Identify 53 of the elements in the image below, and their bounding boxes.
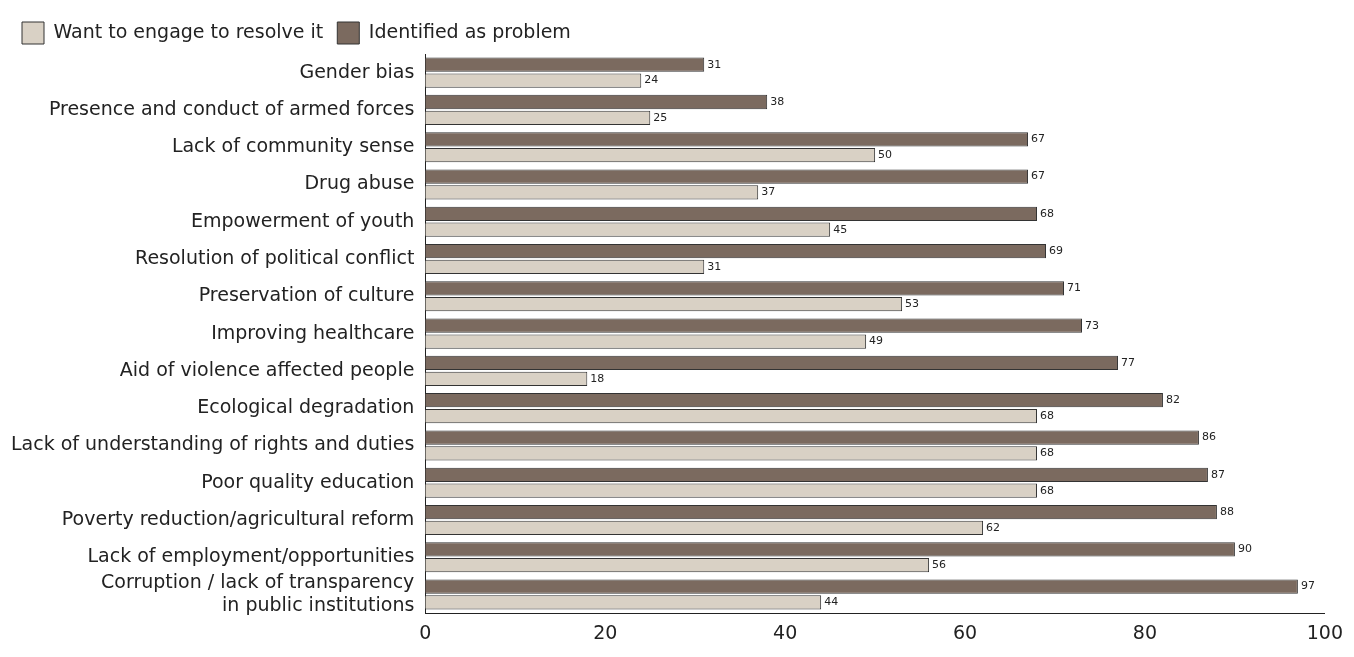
data-label: 62 — [986, 520, 1001, 534]
y-tick-label: Lack of employment/opportunities — [87, 544, 415, 567]
data-label: 31 — [707, 57, 722, 71]
data-label: 49 — [869, 334, 884, 348]
data-label: 56 — [932, 558, 947, 572]
data-label: 44 — [824, 595, 839, 609]
y-tick-label: Preservation of culture — [198, 283, 415, 306]
data-label: 69 — [1049, 243, 1064, 257]
data-label: 68 — [1040, 206, 1055, 220]
x-tick-label: 40 — [773, 620, 798, 643]
data-label: 90 — [1237, 542, 1252, 556]
legend-label: Want to engage to resolve it — [53, 19, 324, 42]
y-tick-label: Resolution of political conflict — [135, 245, 415, 268]
y-tick-label: Drug abuse — [304, 171, 415, 194]
y-tick-label: Poverty reduction/agricultural reform — [61, 506, 415, 529]
y-tick-label: Aid of violence affected people — [119, 357, 415, 380]
data-label: 37 — [761, 185, 776, 199]
data-label: 68 — [1040, 446, 1055, 460]
data-label: 77 — [1120, 355, 1135, 369]
x-tick-label: 20 — [593, 620, 618, 643]
data-label: 73 — [1085, 318, 1099, 332]
x-tick-label: 60 — [952, 620, 978, 643]
data-label: 31 — [707, 259, 722, 273]
data-label: 71 — [1067, 281, 1082, 295]
data-label: 88 — [1219, 504, 1234, 518]
y-tick-label: Improving healthcare — [211, 320, 415, 343]
x-tick-label: 80 — [1132, 620, 1158, 643]
y-tick-label: Poor quality education — [201, 469, 415, 492]
x-tick-label: 100 — [1306, 620, 1343, 643]
y-tick-label: Empowerment of youth — [190, 208, 415, 231]
y-tick-label: Gender bias — [299, 59, 415, 82]
data-label: 68 — [1040, 408, 1055, 422]
data-label: 68 — [1040, 483, 1055, 497]
y-tick-label: Corruption / lack of transparency in public institutions — [101, 570, 415, 615]
data-label: 38 — [770, 94, 785, 108]
data-label: 86 — [1201, 430, 1216, 444]
data-label: 82 — [1165, 393, 1180, 407]
x-tick-label: 0 — [419, 620, 432, 643]
data-label: 18 — [590, 371, 605, 385]
data-label: 50 — [878, 147, 893, 161]
y-tick-label: Ecological degradation — [197, 395, 415, 418]
y-tick-label: Presence and conduct of armed forces — [48, 96, 415, 119]
data-label: 25 — [653, 110, 668, 124]
data-label: 24 — [644, 73, 659, 87]
data-label: 67 — [1031, 169, 1046, 183]
legend-label: Identified as problem — [368, 19, 571, 42]
y-tick-label: Lack of understanding of rights and duties — [10, 432, 415, 455]
data-label: 87 — [1210, 467, 1225, 481]
data-label: 45 — [833, 222, 848, 236]
data-label: 97 — [1300, 579, 1315, 593]
data-label: 67 — [1031, 132, 1046, 146]
data-label: 53 — [905, 297, 920, 311]
y-tick-label: Lack of community sense — [171, 134, 415, 157]
